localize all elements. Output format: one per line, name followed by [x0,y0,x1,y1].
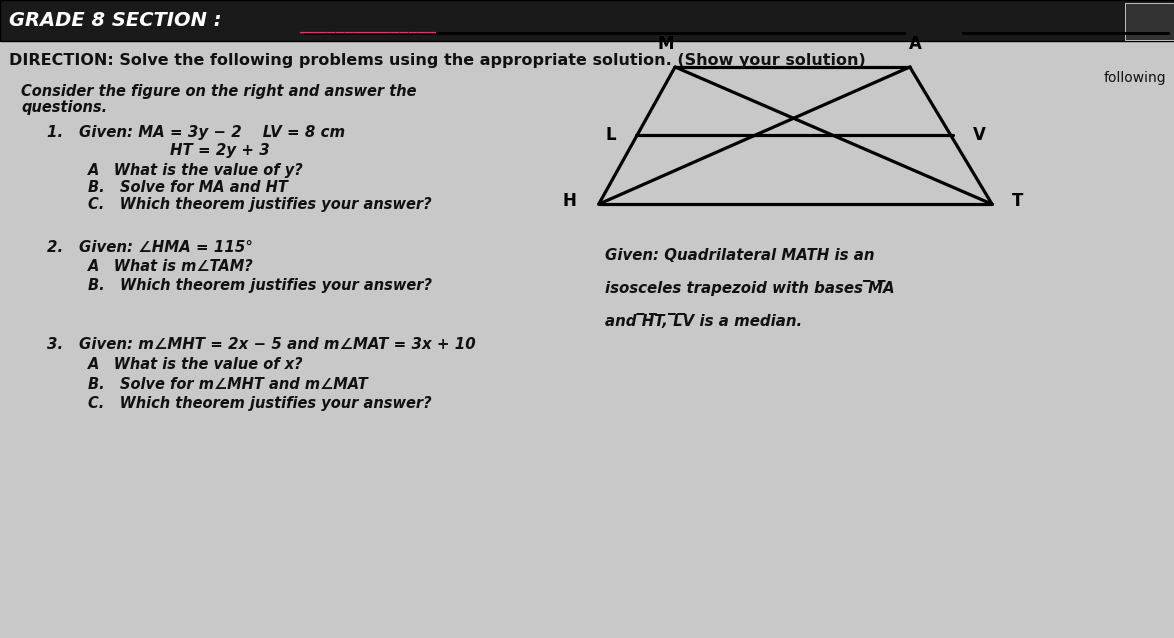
Text: DIRECTION: Solve the following problems using the appropriate solution. (Show yo: DIRECTION: Solve the following problems … [9,53,866,68]
Text: _______________: _______________ [299,15,437,33]
Text: A   What is the value of x?: A What is the value of x? [88,357,304,373]
Text: M: M [657,35,674,53]
Text: HT = 2y + 3: HT = 2y + 3 [170,143,270,158]
Text: A   What is m∠TAM?: A What is m∠TAM? [88,259,254,274]
Text: 1.   Given: MA = 3y − 2    LV = 8 cm: 1. Given: MA = 3y − 2 LV = 8 cm [47,124,345,140]
Text: GRADE 8 SECTION :: GRADE 8 SECTION : [9,11,222,30]
FancyBboxPatch shape [0,0,1174,41]
Text: A   What is the value of y?: A What is the value of y? [88,163,304,178]
Text: L: L [605,126,616,144]
Text: isosceles trapezoid with bases ̅M̅A: isosceles trapezoid with bases ̅M̅A [605,280,895,297]
FancyBboxPatch shape [1125,3,1174,40]
Text: B.   Solve for MA and HT: B. Solve for MA and HT [88,180,288,195]
Text: 2.   Given: ∠HMA = 115°: 2. Given: ∠HMA = 115° [47,240,252,255]
Text: C.   Which theorem justifies your answer?: C. Which theorem justifies your answer? [88,396,432,411]
Text: T: T [1012,192,1024,210]
Text: B.   Which theorem justifies your answer?: B. Which theorem justifies your answer? [88,278,432,293]
Text: Consider the figure on the right and answer the: Consider the figure on the right and ans… [21,84,417,100]
Text: and ̅H̅T, ̅L̅V is a median.: and ̅H̅T, ̅L̅V is a median. [605,314,802,329]
Text: 3.   Given: m∠MHT = 2x − 5 and m∠MAT = 3x + 10: 3. Given: m∠MHT = 2x − 5 and m∠MAT = 3x … [47,337,475,352]
Text: B.   Solve for m∠MHT and m∠MAT: B. Solve for m∠MHT and m∠MAT [88,376,367,392]
Text: V: V [973,126,985,144]
Text: C.   Which theorem justifies your answer?: C. Which theorem justifies your answer? [88,197,432,212]
Text: H: H [562,192,576,210]
Text: A: A [910,35,922,53]
Text: Given: Quadrilateral MATH is an: Given: Quadrilateral MATH is an [605,248,875,263]
Text: following: following [1104,71,1166,85]
Text: questions.: questions. [21,100,107,115]
